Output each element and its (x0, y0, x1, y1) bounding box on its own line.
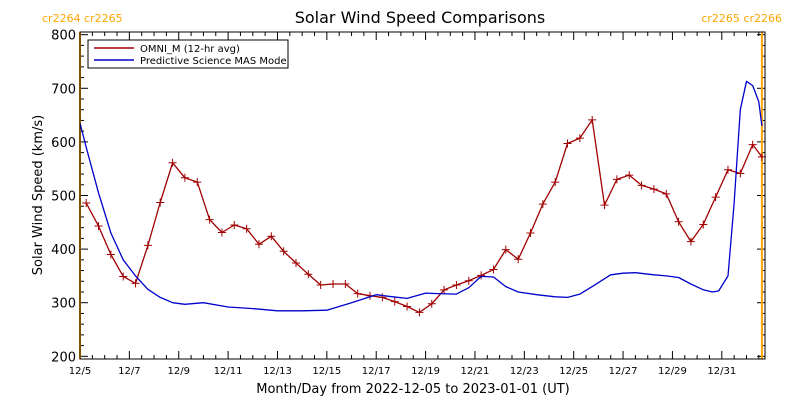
data-point-marker (341, 279, 350, 288)
y-axis-title: Solar Wind Speed (km/s) (31, 115, 46, 275)
data-point-marker (588, 115, 597, 124)
data-point-marker (563, 139, 572, 148)
data-point-marker (378, 293, 387, 302)
data-point-marker (390, 297, 399, 306)
x-tick-label: 12/11 (214, 366, 243, 377)
x-tick-label: 12/27 (609, 366, 638, 377)
series-line-0 (85, 119, 763, 314)
x-tick-label: 12/9 (168, 366, 190, 377)
data-point-marker (316, 281, 325, 290)
data-point-marker (242, 224, 251, 233)
data-point-marker (748, 140, 757, 149)
data-point-marker (254, 240, 263, 249)
data-point-marker (168, 158, 177, 167)
data-point-marker (489, 265, 498, 274)
data-point-marker (600, 201, 609, 210)
data-point-marker (625, 171, 634, 180)
y-tick-label: 500 (51, 190, 76, 205)
data-point-marker (551, 178, 560, 187)
data-point-marker (291, 259, 300, 268)
data-point-marker (452, 281, 461, 290)
x-tick-label: 12/13 (263, 366, 292, 377)
data-point-marker (514, 255, 523, 264)
y-tick-label: 300 (51, 297, 76, 312)
data-point-marker (106, 250, 115, 259)
y-tick-label: 200 (51, 350, 76, 365)
data-point-marker (193, 178, 202, 187)
legend-box (87, 39, 289, 69)
y-tick-label: 600 (51, 136, 76, 151)
data-point-marker (526, 229, 535, 238)
data-point-marker (501, 245, 510, 254)
x-tick-label: 12/5 (69, 366, 91, 377)
legend-label: OMNI_M (12-hr avg) (140, 44, 240, 55)
data-point-marker (403, 302, 412, 311)
carrington-label: cr2264 cr2265 (42, 12, 123, 25)
x-tick-label: 12/25 (559, 366, 588, 377)
carrington-label: cr2265 cr2266 (701, 12, 782, 25)
data-point-marker (711, 193, 720, 202)
x-tick-label: 12/17 (362, 366, 391, 377)
x-tick-label: 12/21 (461, 366, 490, 377)
data-point-marker (205, 215, 214, 224)
plot-frame (79, 31, 766, 360)
x-axis-title: Month/Day from 2022-12-05 to 2023-01-01 … (256, 382, 569, 397)
x-tick-label: 12/19 (411, 366, 440, 377)
data-point-marker (353, 289, 362, 298)
data-point-marker (612, 175, 621, 184)
data-point-marker (156, 198, 165, 207)
data-point-marker (440, 285, 449, 294)
data-point-marker (477, 271, 486, 280)
data-point-marker (464, 276, 473, 285)
data-point-marker (94, 222, 103, 231)
x-tick-label: 12/23 (510, 366, 539, 377)
data-point-marker (217, 228, 226, 237)
data-point-marker (649, 185, 658, 194)
data-point-marker (662, 189, 671, 198)
data-point-marker (415, 308, 424, 317)
data-point-marker (637, 181, 646, 190)
legend: OMNI_M (12-hr avg)Predictive Science MAS… (87, 39, 289, 69)
data-point-marker (538, 200, 547, 209)
data-point-marker (427, 299, 436, 308)
data-point-marker (304, 270, 313, 279)
plot-layer: 200 300 400 500 600 700 800 12/5 12/7 12/9 12/11 12… (42, 12, 782, 377)
x-tick-label: 12/7 (118, 366, 140, 377)
x-tick-label: 12/31 (707, 366, 736, 377)
data-point-marker (82, 199, 91, 208)
data-point-marker (143, 241, 152, 250)
data-point-marker (575, 134, 584, 143)
series-line-1 (79, 80, 763, 312)
legend-label: Predictive Science MAS Model (140, 56, 289, 67)
data-point-marker (723, 165, 732, 174)
y-tick-label: 700 (51, 82, 76, 97)
x-tick-label: 12/15 (312, 366, 341, 377)
data-point-marker (180, 173, 189, 182)
data-point-marker (279, 247, 288, 256)
data-point-marker (267, 232, 276, 241)
data-point-marker (329, 279, 338, 288)
x-tick-label: 12/29 (658, 366, 687, 377)
y-tick-label: 800 (51, 29, 76, 44)
data-point-marker (230, 220, 239, 229)
data-point-marker (686, 237, 695, 246)
y-tick-label: 400 (51, 243, 76, 258)
data-point-marker (736, 169, 745, 178)
data-point-marker (131, 279, 140, 288)
data-point-marker (119, 272, 128, 281)
chart-title: Solar Wind Speed Comparisons (295, 8, 546, 27)
data-point-marker (699, 220, 708, 229)
data-point-marker (674, 217, 683, 226)
